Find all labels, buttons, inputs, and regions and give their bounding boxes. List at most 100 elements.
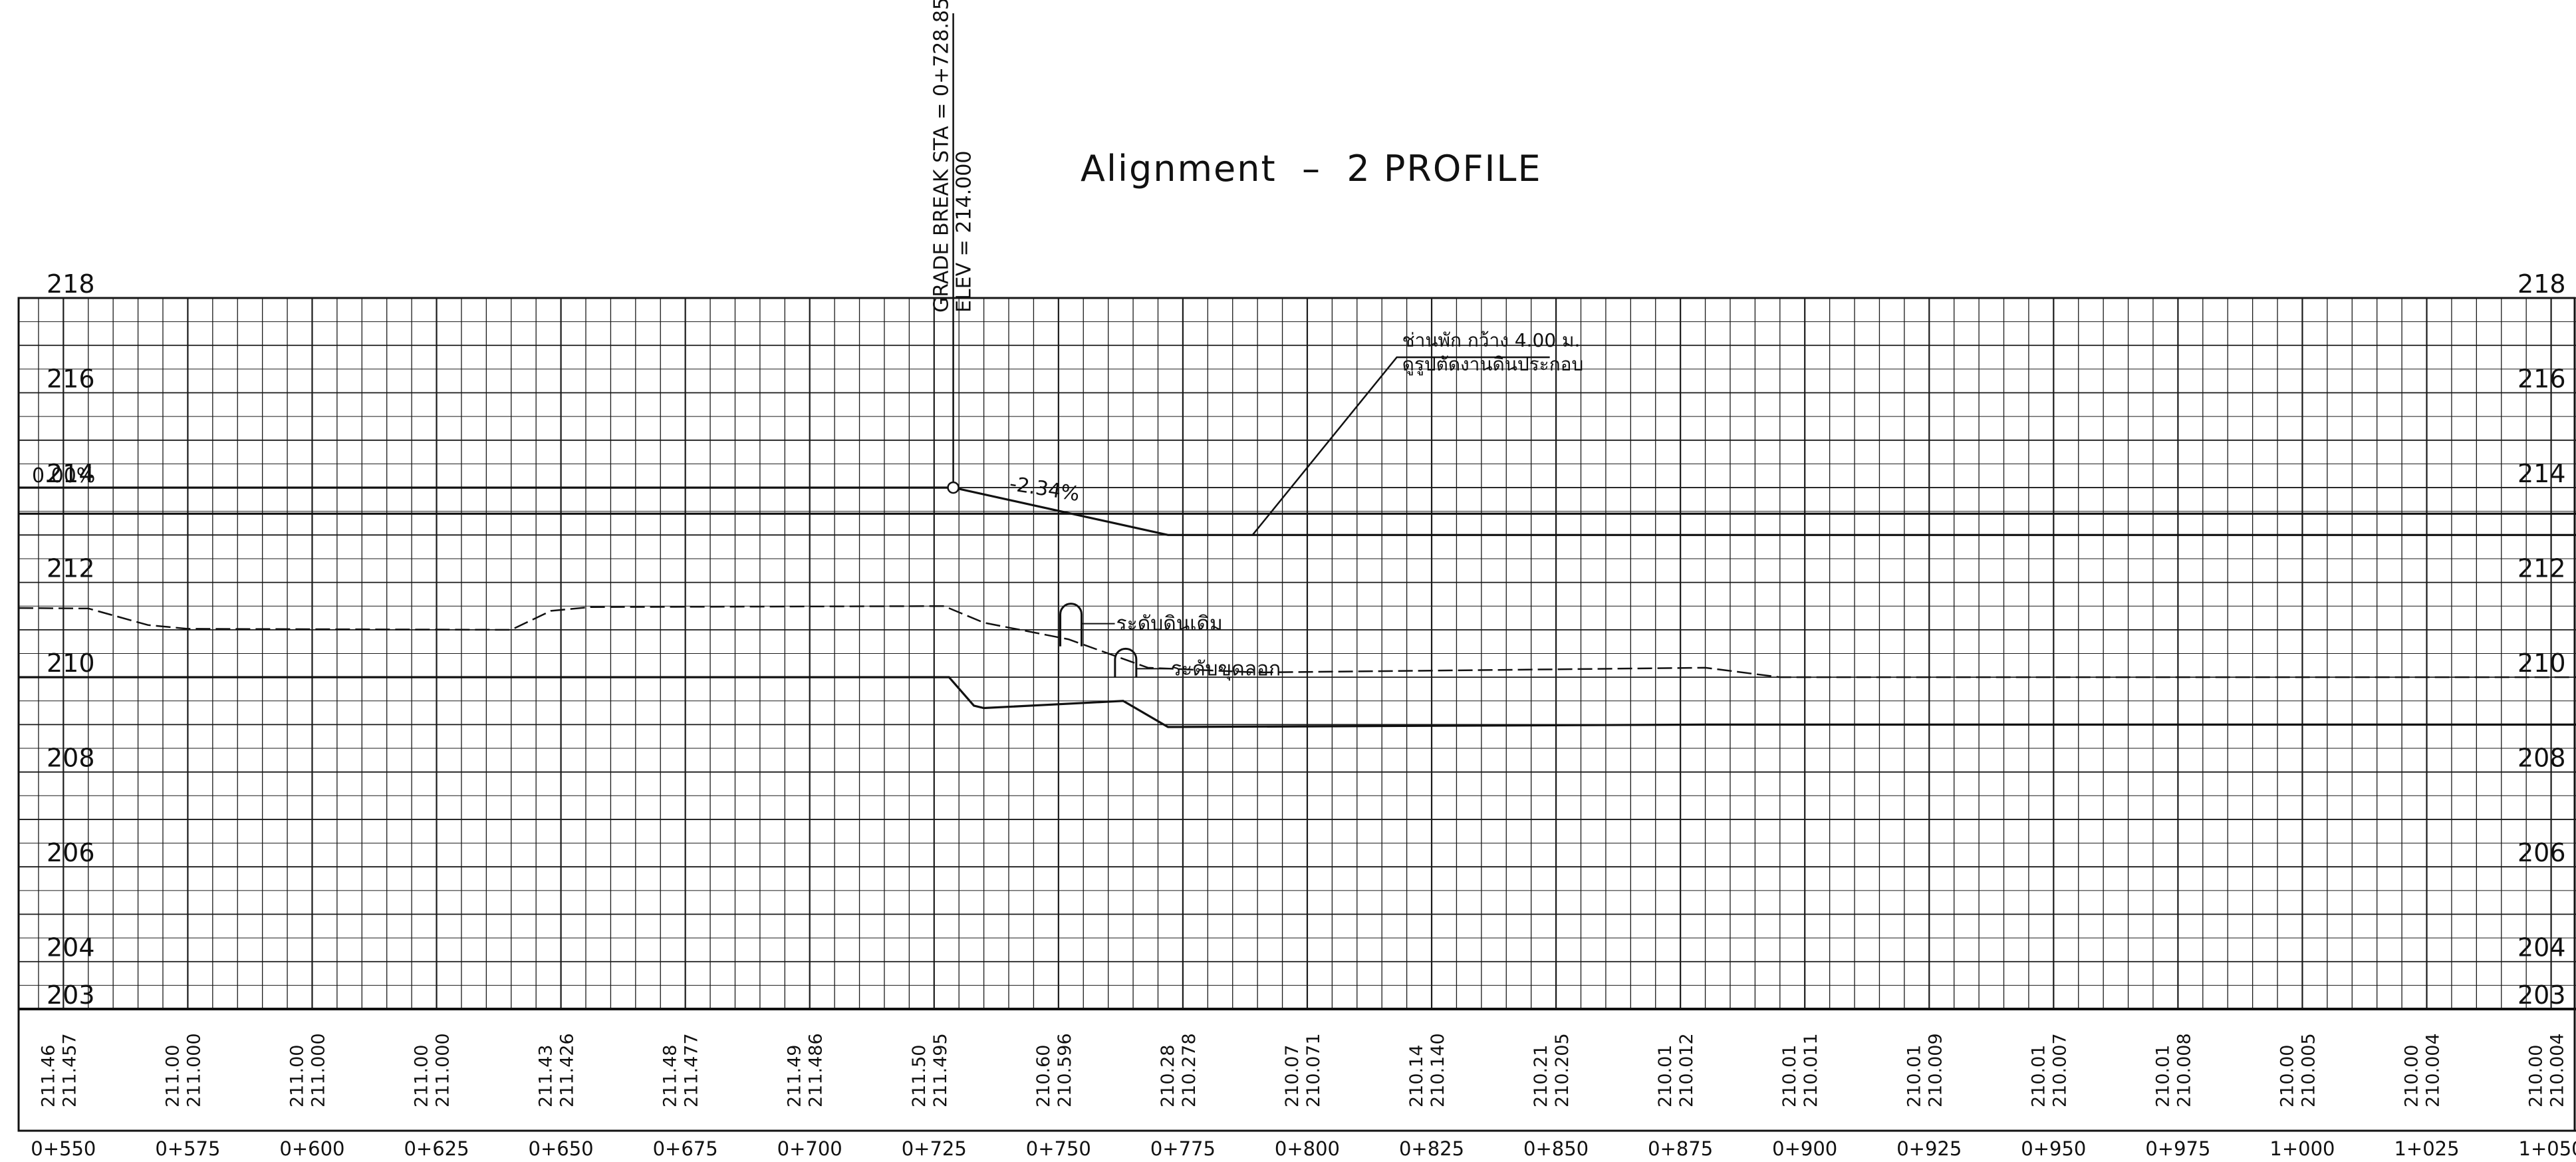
design-elevation-value: 210.596 [1055, 1033, 1075, 1107]
design-elevation-value: 211.495 [930, 1033, 951, 1107]
station-label: 0+575 [155, 1137, 220, 1160]
existing-elevation-value: 210.07 [1282, 1045, 1303, 1107]
design-elevation-value: 210.009 [1925, 1033, 1946, 1107]
y-tick-left: 214 [47, 459, 95, 488]
marker-label: ระดับขุดลอก [1171, 657, 1281, 681]
design-elevation-value: 210.011 [1801, 1033, 1821, 1107]
existing-elevation-value: 211.48 [660, 1045, 681, 1107]
design-elevation-value: 210.140 [1428, 1033, 1448, 1107]
station-label: 0+925 [1896, 1137, 1962, 1160]
design-elevation-value: 210.004 [2547, 1033, 2568, 1107]
y-tick-right: 214 [2517, 459, 2566, 488]
station-label: 0+650 [529, 1137, 594, 1160]
existing-elevation-value: 211.46 [38, 1045, 59, 1107]
existing-elevation-value: 210.00 [2402, 1045, 2422, 1107]
y-tick-right: 204 [2517, 933, 2566, 962]
existing-elevation-value: 211.00 [162, 1045, 183, 1107]
existing-elevation-value: 210.01 [1655, 1045, 1676, 1107]
profile-grid [17, 297, 2576, 1132]
grade-break-point [947, 481, 960, 494]
design-elevation-value: 210.005 [2298, 1033, 2319, 1107]
profile-series-4 [19, 676, 2576, 728]
existing-elevation-value: 211.43 [536, 1045, 557, 1107]
station-label: 0+850 [1523, 1137, 1589, 1160]
design-elevation-value: 211.000 [184, 1033, 204, 1107]
y-tick-left: 216 [47, 364, 95, 394]
station-label: 0+750 [1026, 1137, 1091, 1160]
station-label: 1+025 [2394, 1137, 2459, 1160]
station-label: 0+600 [279, 1137, 344, 1160]
y-tick-left: 210 [47, 649, 95, 678]
y-tick-right: 210 [2517, 649, 2566, 678]
profile-title: Alignment – 2 PROFILE [1081, 148, 1542, 190]
y-tick-left: 204 [47, 933, 95, 962]
y-tick-right: 206 [2517, 838, 2566, 867]
profile-series-3 [18, 605, 2576, 678]
station-label: 0+800 [1275, 1137, 1340, 1160]
y-tick-left: 203 [47, 980, 95, 1010]
shoulder-leader [1251, 356, 1550, 536]
shoulder-label: ช่านพัก กว้าง 4.00 ม. [1402, 329, 1581, 351]
existing-elevation-value: 210.01 [1779, 1045, 1800, 1107]
design-elevation-value: 211.000 [308, 1033, 328, 1107]
y-tick-right: 203 [2517, 980, 2566, 1010]
marker-loop [1059, 603, 1083, 647]
y-tick-left: 208 [47, 744, 95, 773]
design-elevation-value: 210.012 [1676, 1033, 1697, 1107]
design-elevation-value: 210.008 [2174, 1033, 2194, 1107]
existing-elevation-value: 210.14 [1406, 1045, 1427, 1107]
y-tick-left: 212 [47, 554, 95, 583]
existing-elevation-value: 210.60 [1033, 1045, 1054, 1107]
station-label: 1+000 [2269, 1137, 2335, 1160]
existing-elevation-value: 211.00 [412, 1045, 432, 1107]
design-elevation-value: 210.004 [2423, 1033, 2444, 1107]
grade-break-station: GRADE BREAK STA = 0+728.85 [930, 0, 954, 313]
design-elevation-value: 211.477 [682, 1033, 702, 1107]
design-elevation-value: 210.071 [1303, 1033, 1324, 1107]
design-elevation-value: 210.205 [1552, 1033, 1573, 1107]
design-elevation-value: 211.486 [806, 1033, 827, 1107]
marker-loop [1114, 647, 1138, 678]
profile-lines [18, 13, 2576, 728]
profile-series-1 [19, 486, 2576, 536]
profile-labels: 218 218 216 216 214 214 212 212 210 210 208 208 206 2… [32, 0, 2566, 1010]
station-label: 0+700 [777, 1137, 842, 1160]
left-grade-stub: 0.00% [32, 464, 95, 488]
existing-elevation-value: 210.21 [1531, 1045, 1551, 1107]
existing-elevation-value: 211.00 [287, 1045, 307, 1107]
station-label: 0+875 [1648, 1137, 1713, 1160]
design-elevation-value: 211.457 [59, 1033, 80, 1107]
y-tick-left: 218 [47, 269, 95, 299]
station-label: 0+550 [31, 1137, 96, 1160]
y-tick-right: 218 [2517, 269, 2566, 299]
existing-elevation-value: 211.49 [785, 1045, 805, 1107]
existing-elevation-value: 210.01 [2028, 1045, 2049, 1107]
design-elevation-value: 211.000 [433, 1033, 453, 1107]
design-elevation-value: 210.007 [2049, 1033, 2070, 1107]
station-label: 1+050 [2519, 1137, 2576, 1160]
grid-frame [17, 297, 2576, 1132]
grade-break-elevation: ELEV = 214.000 [953, 151, 976, 313]
station-label: 0+825 [1399, 1137, 1464, 1160]
existing-elevation-value: 210.01 [2152, 1045, 2173, 1107]
y-tick-right: 212 [2517, 554, 2566, 583]
y-tick-right: 208 [2517, 744, 2566, 773]
marker-label: ระดับดินเดิม [1116, 613, 1223, 636]
existing-elevation-value: 210.00 [2277, 1045, 2297, 1107]
station-label: 0+975 [2145, 1137, 2210, 1160]
design-elevation-value: 211.426 [557, 1033, 578, 1107]
station-label: 0+775 [1150, 1137, 1216, 1160]
shoulder-detail-label: ดูรูปตัดงานดินประกอบ [1402, 353, 1584, 376]
existing-elevation-value: 211.50 [909, 1045, 930, 1107]
station-label: 0+675 [653, 1137, 718, 1160]
y-tick-left: 206 [47, 838, 95, 867]
design-elevation-value: 210.278 [1179, 1033, 1200, 1107]
station-label: 0+950 [2021, 1137, 2086, 1160]
station-label: 0+725 [902, 1137, 967, 1160]
y-tick-right: 216 [2517, 364, 2566, 394]
station-label: 0+625 [404, 1137, 469, 1160]
existing-elevation-value: 210.00 [2526, 1045, 2547, 1107]
existing-elevation-value: 210.28 [1158, 1045, 1178, 1107]
